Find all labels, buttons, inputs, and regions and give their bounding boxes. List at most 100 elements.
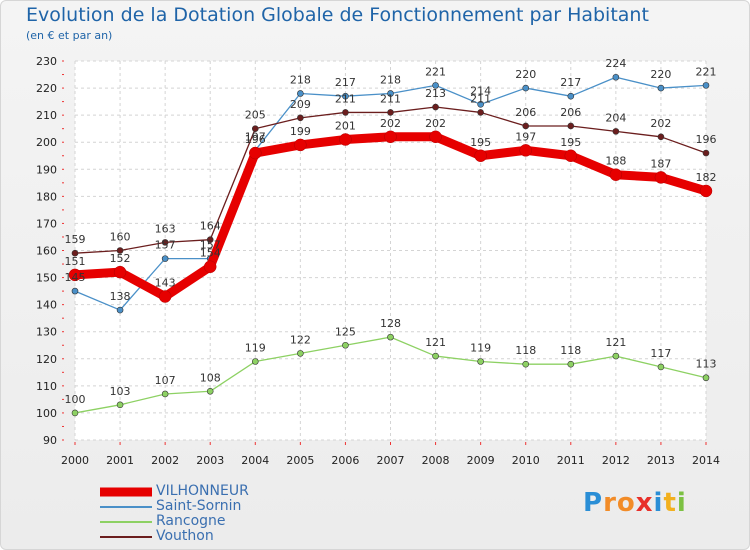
y-tick-label: 130 — [36, 326, 57, 339]
data-label: 202 — [425, 117, 446, 130]
x-tick-label: 2006 — [331, 454, 359, 467]
data-label: 221 — [425, 65, 446, 78]
data-point — [519, 144, 532, 157]
data-point — [161, 239, 169, 246]
data-point — [657, 84, 665, 92]
data-point — [567, 92, 575, 100]
data-point — [564, 149, 578, 162]
y-tick-label: 110 — [36, 380, 57, 393]
logo-letter: t — [663, 488, 677, 518]
y-tick-label: 190 — [36, 163, 57, 176]
data-point — [699, 184, 713, 198]
data-label: 164 — [200, 220, 221, 233]
data-point — [297, 350, 304, 357]
data-point — [387, 333, 394, 341]
data-label: 187 — [650, 157, 671, 170]
data-point — [251, 125, 259, 132]
data-point — [477, 358, 484, 365]
data-point — [116, 401, 124, 409]
data-label: 204 — [605, 111, 626, 124]
data-label: 119 — [470, 341, 491, 354]
data-label: 195 — [560, 136, 581, 149]
data-point — [567, 122, 575, 130]
data-label: 143 — [155, 277, 176, 290]
x-tick-label: 2010 — [512, 454, 540, 467]
data-label: 108 — [200, 371, 221, 384]
data-label: 218 — [380, 73, 401, 86]
data-label: 113 — [696, 358, 717, 371]
data-point — [116, 306, 124, 314]
data-label: 117 — [650, 347, 671, 360]
data-point — [657, 133, 665, 141]
data-label: 211 — [335, 92, 356, 105]
data-label: 157 — [200, 239, 221, 252]
data-point — [71, 249, 79, 257]
data-label: 103 — [110, 385, 131, 398]
data-point — [342, 92, 349, 100]
data-point — [702, 374, 710, 382]
data-label: 197 — [245, 130, 266, 143]
data-point — [161, 255, 169, 262]
data-label: 118 — [515, 344, 536, 357]
x-tick-label: 2011 — [557, 454, 585, 467]
grid-layer — [74, 60, 707, 441]
data-label: 152 — [110, 252, 131, 265]
data-label: 195 — [470, 136, 491, 149]
data-point — [297, 114, 304, 122]
logo-letter: i — [653, 488, 664, 518]
data-point — [477, 109, 484, 116]
data-label: 211 — [380, 92, 401, 105]
data-label: 205 — [245, 109, 266, 122]
data-label: 138 — [110, 290, 131, 303]
data-point — [203, 260, 217, 273]
data-label: 121 — [425, 336, 446, 349]
data-label: 209 — [290, 98, 311, 111]
data-label: 201 — [335, 120, 356, 133]
data-point — [161, 390, 169, 398]
data-label: 213 — [425, 87, 446, 100]
data-label: 217 — [560, 76, 581, 89]
data-point — [206, 236, 214, 243]
data-point — [251, 358, 259, 365]
data-point — [384, 130, 397, 144]
data-label: 151 — [65, 255, 86, 268]
data-label: 224 — [605, 57, 626, 70]
x-tick-label: 2001 — [106, 454, 134, 467]
data-label: 107 — [155, 374, 176, 387]
data-label: 157 — [155, 239, 176, 252]
data-label: 154 — [200, 247, 221, 260]
data-label: 160 — [110, 231, 131, 244]
data-label: 188 — [605, 155, 626, 168]
data-point — [342, 341, 349, 349]
data-point — [432, 352, 439, 360]
plot-area — [75, 61, 706, 440]
data-point — [522, 122, 530, 130]
data-point — [339, 133, 352, 146]
legend-swatch — [100, 505, 152, 508]
data-label: 122 — [290, 333, 311, 346]
logo-letter: i — [676, 488, 687, 518]
logo-letter: r — [603, 488, 617, 518]
legend-swatch — [100, 487, 152, 496]
data-point — [702, 149, 710, 157]
data-label: 128 — [380, 317, 401, 330]
data-label: 221 — [696, 65, 717, 78]
data-point — [158, 290, 172, 303]
data-point — [294, 138, 307, 152]
data-label: 100 — [65, 393, 86, 406]
data-point — [387, 90, 394, 97]
data-label: 220 — [515, 68, 536, 81]
data-label: 121 — [605, 336, 626, 349]
legend-swatch — [100, 535, 152, 538]
legend-label: Vouthon — [156, 528, 214, 544]
data-label: 118 — [560, 344, 581, 357]
data-label: 125 — [335, 325, 356, 338]
data-label: 206 — [515, 106, 536, 119]
data-point — [477, 101, 484, 108]
y-tick-label: 200 — [36, 136, 57, 149]
chart-subtitle: (en € et par an) — [26, 29, 113, 42]
legend-swatch — [100, 520, 152, 523]
data-label: 163 — [155, 222, 176, 235]
data-point — [654, 171, 668, 184]
